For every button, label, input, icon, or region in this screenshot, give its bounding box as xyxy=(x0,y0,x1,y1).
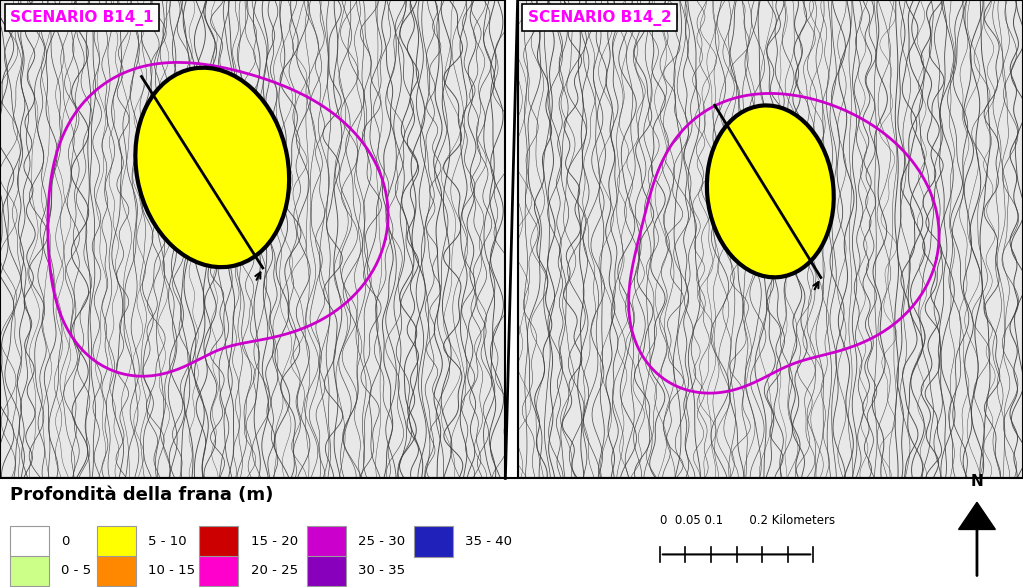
Ellipse shape xyxy=(203,156,221,180)
Bar xyxy=(97,555,136,586)
Text: 15 - 20: 15 - 20 xyxy=(251,535,298,548)
Text: 20 - 25: 20 - 25 xyxy=(251,564,298,577)
Ellipse shape xyxy=(135,68,290,267)
Ellipse shape xyxy=(756,173,785,210)
Ellipse shape xyxy=(763,181,777,202)
Text: 25 - 30: 25 - 30 xyxy=(358,535,405,548)
Text: 10 - 15: 10 - 15 xyxy=(148,564,195,577)
Ellipse shape xyxy=(718,121,822,262)
Ellipse shape xyxy=(739,149,802,234)
Polygon shape xyxy=(959,502,995,529)
Ellipse shape xyxy=(174,117,251,217)
Bar xyxy=(10,555,49,586)
Text: 5 - 10: 5 - 10 xyxy=(148,535,187,548)
Bar xyxy=(97,526,136,556)
Ellipse shape xyxy=(729,136,811,247)
Text: 0: 0 xyxy=(61,535,70,548)
Text: SCENARIO B14_2: SCENARIO B14_2 xyxy=(528,9,671,26)
Ellipse shape xyxy=(163,103,262,232)
Ellipse shape xyxy=(195,146,229,190)
Bar xyxy=(414,526,453,556)
Ellipse shape xyxy=(748,161,793,221)
Bar xyxy=(307,526,346,556)
Text: 0  0.05 0.1       0.2 Kilometers: 0 0.05 0.1 0.2 Kilometers xyxy=(660,514,835,527)
Text: N: N xyxy=(971,474,983,490)
Ellipse shape xyxy=(149,86,275,249)
Text: SCENARIO B14_1: SCENARIO B14_1 xyxy=(10,9,153,26)
Text: Profondità della frana (m): Profondità della frana (m) xyxy=(10,486,273,504)
Ellipse shape xyxy=(707,106,834,277)
Bar xyxy=(199,526,238,556)
Text: 0 - 5: 0 - 5 xyxy=(61,564,91,577)
Bar xyxy=(199,555,238,586)
Text: 30 - 35: 30 - 35 xyxy=(358,564,405,577)
Bar xyxy=(10,526,49,556)
Text: 35 - 40: 35 - 40 xyxy=(465,535,513,548)
Ellipse shape xyxy=(185,133,239,203)
Bar xyxy=(307,555,346,586)
